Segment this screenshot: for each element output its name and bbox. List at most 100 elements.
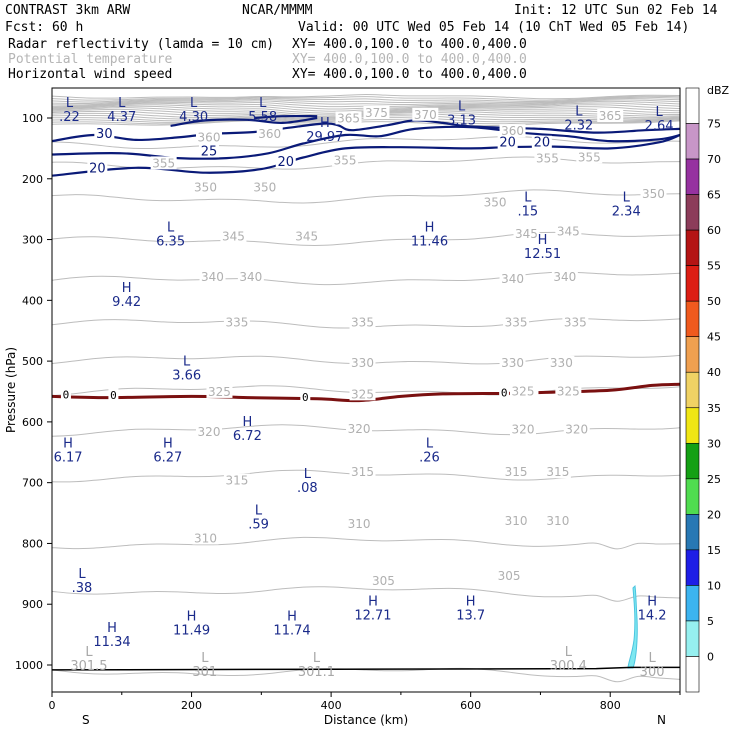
extremum-symbol: L — [190, 96, 198, 111]
theta-upper-contour — [52, 96, 680, 103]
theta-upper-contour — [52, 98, 680, 105]
theta-label-bg — [349, 315, 376, 329]
colorbar-segment — [685, 194, 700, 231]
theta-label-bg — [482, 195, 509, 209]
extremum-value: 29.97 — [306, 130, 343, 145]
extremum-value: 2.34 — [612, 204, 641, 219]
colorbar-segment — [685, 549, 700, 586]
theta-label: 335 — [564, 316, 587, 330]
theta-label-bg — [223, 473, 250, 487]
theta-upper-contour — [52, 99, 680, 106]
colorbar-unit: dBZ — [707, 84, 730, 97]
y-axis-label: Pressure (hPa) — [4, 347, 18, 433]
colorbar-level-label: 5 — [707, 615, 714, 628]
x-tick-label: 600 — [460, 699, 481, 712]
theta-label-bg — [555, 384, 582, 398]
theta-label: 320 — [198, 425, 221, 439]
extremum-symbol: L — [85, 645, 93, 660]
theta-label-bg — [534, 151, 561, 165]
theta-label-bg — [563, 422, 590, 436]
wind-label: 20 — [534, 136, 551, 151]
theta-label-bg — [499, 271, 526, 285]
theta-label-bg — [196, 425, 222, 439]
extremum-symbol: L — [118, 96, 126, 111]
theta-label-bg — [363, 105, 390, 119]
colorbar-segment — [685, 336, 700, 373]
theta-label: 315 — [546, 465, 569, 479]
extremum-value: 301.1 — [298, 665, 335, 680]
wind-label-bg — [497, 135, 518, 149]
theta-label-bg — [293, 229, 320, 243]
theta-label: 340 — [239, 270, 262, 284]
colorbar-level-label: 45 — [707, 331, 721, 344]
theta-label-bg — [223, 315, 250, 329]
extremum-value: .22 — [59, 110, 80, 125]
theta-label: 350 — [642, 187, 665, 201]
extremum-symbol: L — [565, 645, 573, 660]
theta-label-bg — [196, 130, 222, 144]
extremum-symbol: H — [647, 594, 657, 609]
wind-label-bg — [199, 144, 219, 158]
theta-label-bg — [551, 270, 578, 284]
extremum-value: 11.74 — [273, 624, 310, 639]
extremum-symbol: H — [466, 594, 476, 609]
theta-label-bg — [503, 315, 530, 329]
field-theta-label: Potential temperature — [8, 52, 173, 67]
y-tick-label: 300 — [22, 234, 43, 247]
extremum-symbol: L — [255, 503, 263, 518]
y-tick-label: 400 — [22, 294, 43, 307]
theta-label-bg — [237, 270, 264, 284]
theta-label-bg — [349, 387, 376, 401]
extremum-symbol: L — [575, 105, 583, 120]
extremum-value: 301 — [192, 665, 217, 680]
field-wind-label: Horizontal wind speed — [8, 67, 172, 82]
y-tick-label: 600 — [22, 416, 43, 429]
theta-label: 370 — [414, 108, 437, 122]
colorbar-level-label: 25 — [707, 473, 721, 486]
extremum-value: 9.42 — [112, 295, 141, 310]
extremum-value: .08 — [297, 481, 318, 496]
zero-label: 0 — [63, 389, 70, 402]
endpoint-right-label: N — [657, 713, 666, 727]
theta-contour-350 — [52, 189, 680, 204]
zero-label-bg — [60, 387, 71, 400]
theta-label-bg — [251, 180, 278, 194]
extremum-symbol: L — [623, 190, 631, 205]
extremum-symbol: H — [538, 233, 548, 248]
theta-label-bg — [496, 569, 523, 583]
extremum-symbol: L — [648, 651, 656, 666]
theta-label-bg — [199, 270, 226, 284]
extremum-value: 6.35 — [156, 235, 185, 250]
colorbar-level-label: 55 — [707, 260, 721, 273]
extremum-symbol: H — [107, 621, 117, 636]
theta-label: 340 — [201, 270, 224, 284]
extremum-value: 301.5 — [70, 659, 107, 674]
colorbar-level-label: 70 — [707, 153, 721, 166]
theta-upper-contour — [52, 120, 680, 127]
extremum-symbol: L — [313, 651, 321, 666]
theta-label: 355 — [152, 156, 175, 170]
extremum-symbol: L — [78, 567, 86, 582]
y-tick-label: 100 — [22, 112, 43, 125]
valid-time: Valid: 00 UTC Wed 05 Feb 14 (10 ChT Wed … — [298, 20, 689, 35]
extremum-value: .59 — [248, 517, 269, 532]
theta-upper-contour — [52, 95, 680, 101]
theta-label: 335 — [225, 316, 248, 330]
terrain-surface — [52, 666, 680, 671]
theta-label-bg — [332, 153, 359, 167]
field-wind-xy: XY= 400.0,100.0 to 400.0,400.0 — [292, 67, 527, 82]
theta-label: 320 — [348, 422, 371, 436]
x-tick-label: 0 — [49, 699, 56, 712]
y-tick-label: 1000 — [15, 659, 43, 672]
wind-labels: 30 25 20 20 20 20 — [87, 127, 552, 176]
extremum-symbol: L — [458, 100, 466, 115]
extremum-value: 3.13 — [447, 114, 476, 129]
theta-label: 325 — [557, 384, 580, 398]
colorbar-level-label: 40 — [707, 366, 721, 379]
theta-label: 310 — [194, 531, 217, 545]
extremum-value: 6.17 — [54, 450, 83, 465]
field-theta-xy: XY= 400.0,100.0 to 400.0,400.0 — [292, 52, 527, 67]
